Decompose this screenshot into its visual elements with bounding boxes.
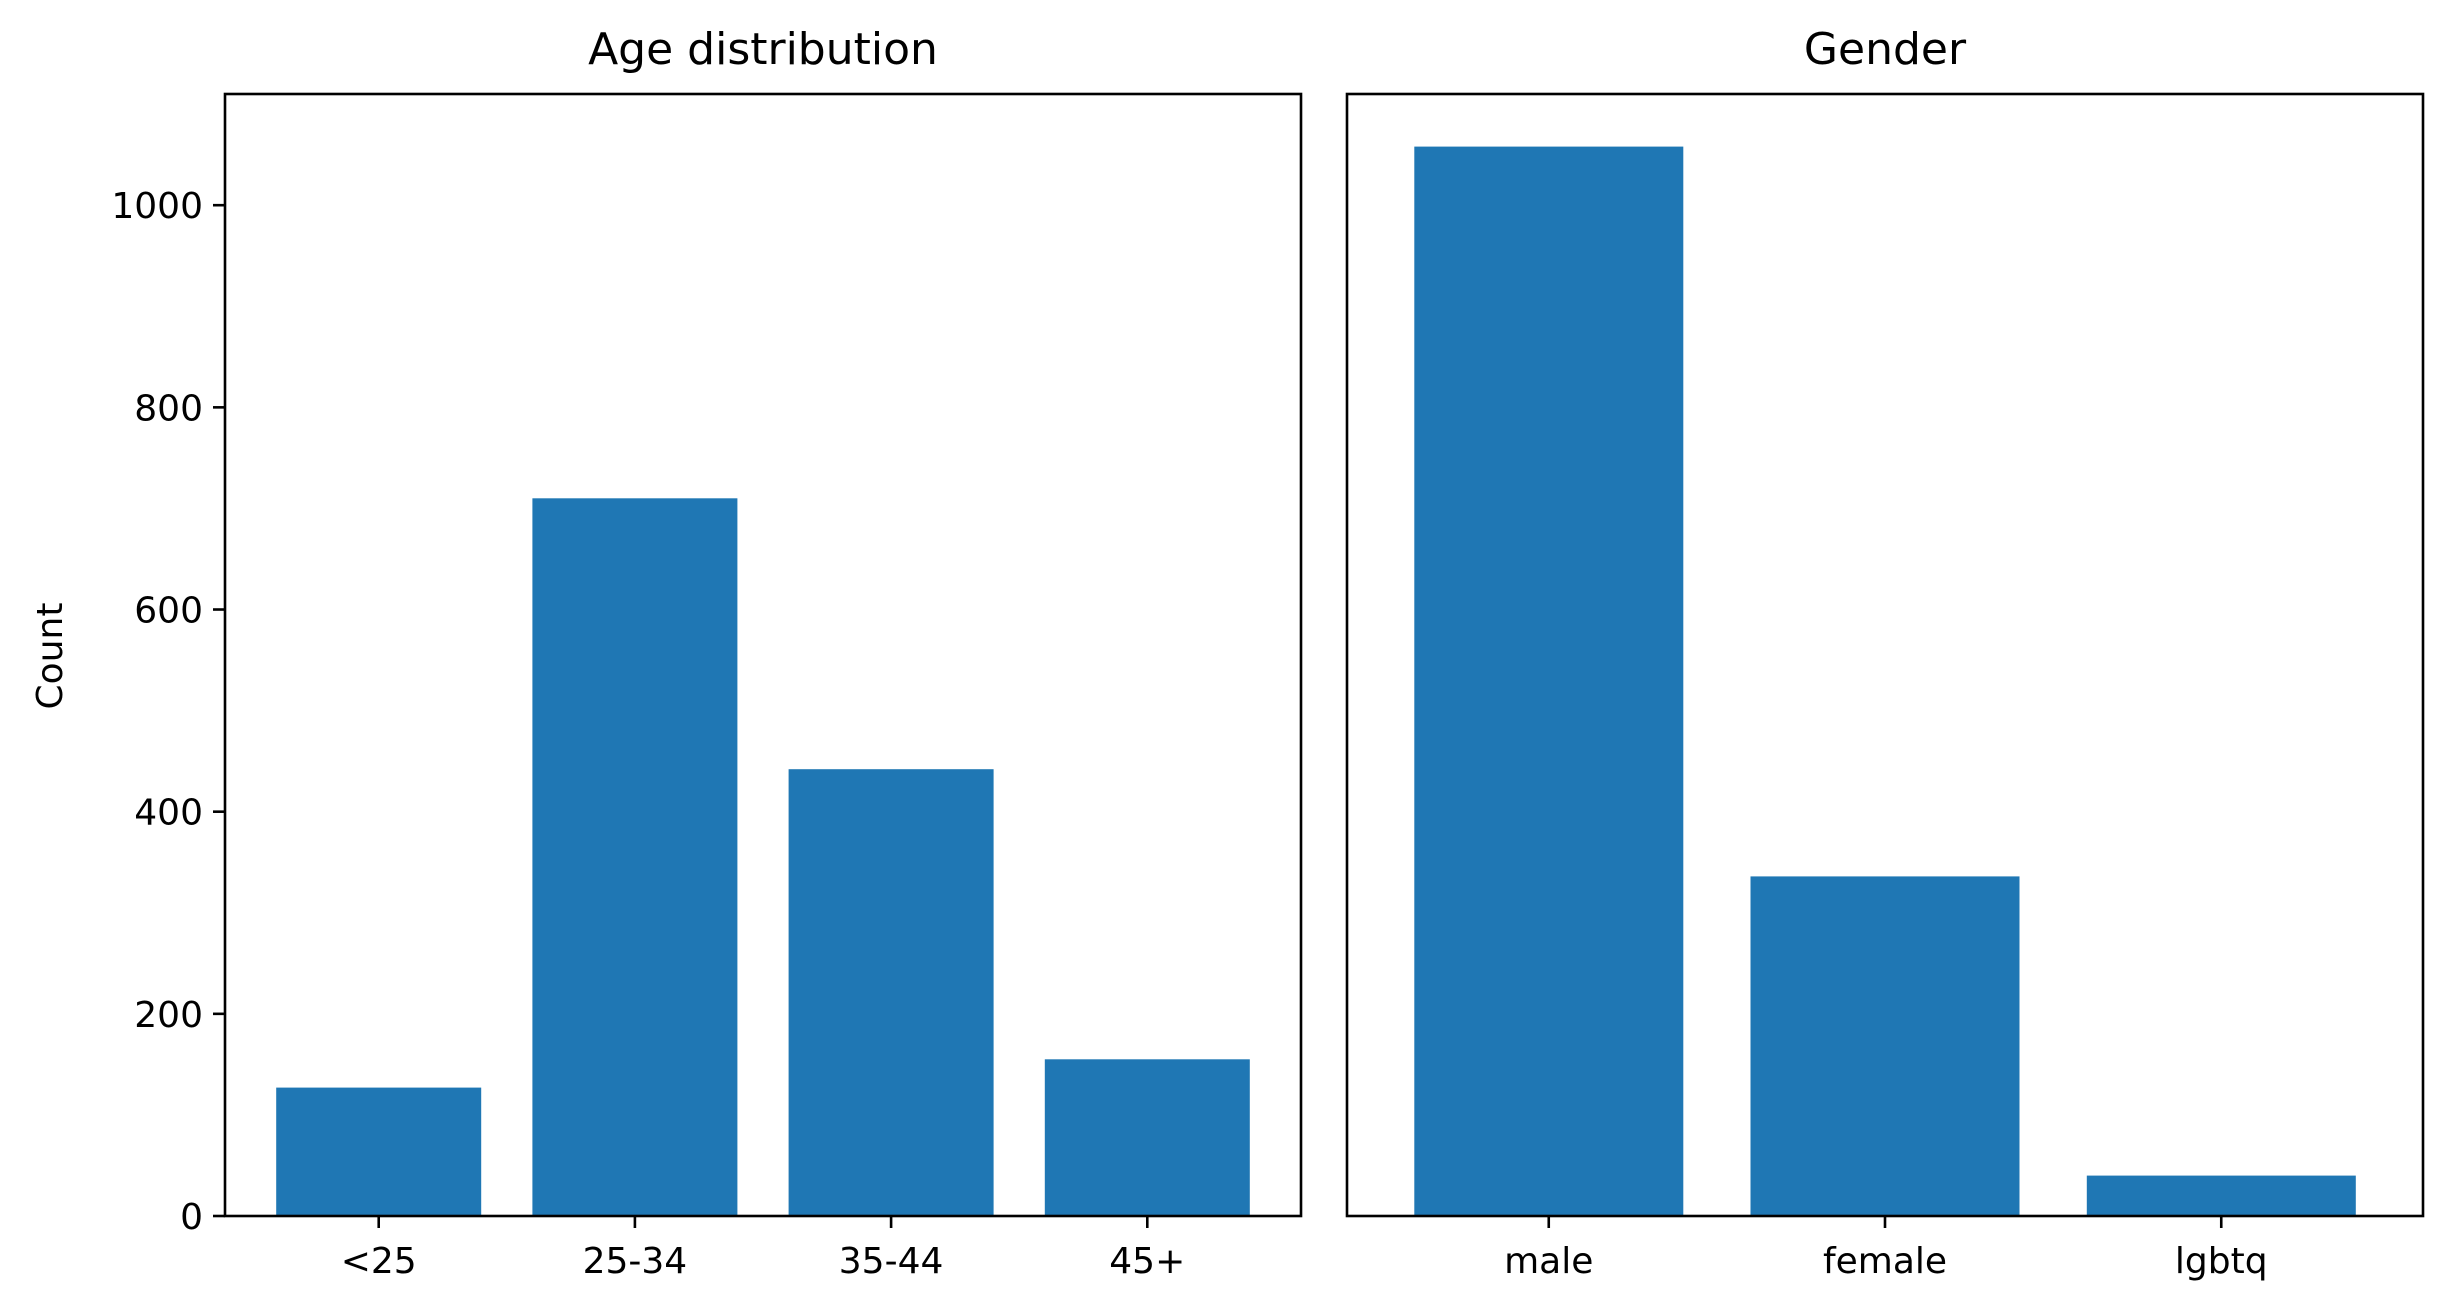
age-x-tick-label-45: 45+: [1109, 1241, 1185, 1282]
gender-bar-male: [1414, 146, 1684, 1217]
age-distribution-panel: Age distribution Count 0 200 400 600 800 1000…: [30, 24, 1303, 1282]
age-x-tick-label-35-44: 35-44: [839, 1241, 944, 1282]
gender-panel: Gender male female lgbtq: [1345, 24, 2425, 1282]
gender-bar-lgbtq: [2086, 1175, 2356, 1216]
age-bar-35-44: [788, 769, 994, 1216]
age-bar-45: [1044, 1059, 1250, 1216]
age-y-tick-label-600: 600: [134, 591, 203, 632]
gender-bars: [1414, 146, 2356, 1217]
gender-panel-title: Gender: [1804, 24, 1967, 75]
age-bar-25-34: [532, 498, 738, 1216]
age-bar-25: [276, 1087, 482, 1216]
age-x-tick-label-25: <25: [341, 1241, 417, 1282]
gender-bar-female: [1750, 876, 2020, 1216]
gender-x-tick-label-lgbtq: lgbtq: [2175, 1241, 2268, 1282]
age-y-ticks: 0 200 400 600 800 1000: [111, 186, 225, 1238]
age-bars: [276, 498, 1250, 1216]
age-y-tick-label-200: 200: [134, 995, 203, 1036]
gender-x-tick-label-male: male: [1504, 1241, 1593, 1282]
age-panel-title: Age distribution: [588, 24, 938, 75]
gender-plot-frame: [1345, 92, 2425, 1218]
age-y-tick-label-800: 800: [134, 388, 203, 429]
y-axis-label: Count: [30, 603, 71, 710]
age-y-tick-label-400: 400: [134, 793, 203, 834]
age-y-tick-label-1000: 1000: [111, 186, 203, 227]
gender-x-tick-label-female: female: [1823, 1241, 1947, 1282]
age-plot-frame: [223, 92, 1303, 1218]
age-x-ticks: <25 25-34 35-44 45+: [341, 1216, 1185, 1282]
age-x-tick-label-25-34: 25-34: [583, 1241, 688, 1282]
gender-x-ticks: male female lgbtq: [1504, 1216, 2268, 1282]
age-y-tick-label-0: 0: [180, 1197, 203, 1238]
